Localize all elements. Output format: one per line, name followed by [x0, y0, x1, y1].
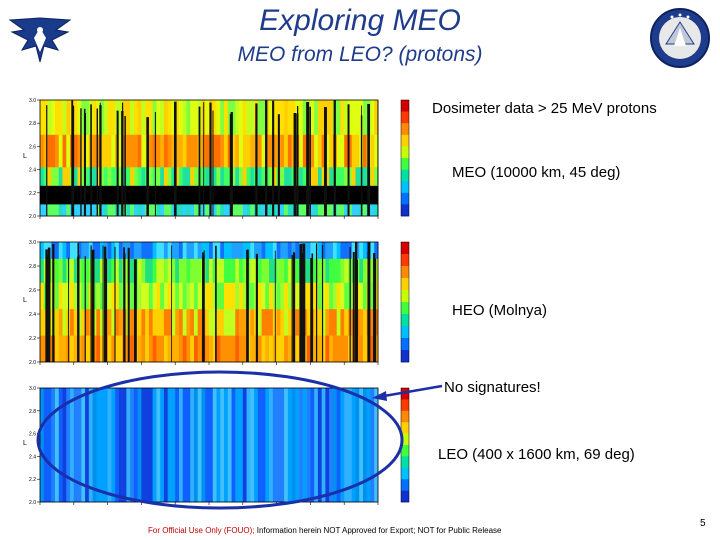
no-signatures-label: No signatures!: [444, 379, 541, 396]
svg-text:3.0: 3.0: [29, 240, 36, 246]
svg-text:2.2: 2.2: [29, 191, 36, 197]
heo-dosimeter-plot: 3.0 2.8 2.6 2.4 2.2 2.0 L: [18, 238, 425, 374]
afrl-emblem-logo: [646, 6, 714, 70]
leo-dosimeter-plot: 3.0 2.8 2.6 2.4 2.2 2.0 L: [18, 384, 425, 514]
svg-text:2.2: 2.2: [29, 477, 36, 483]
svg-text:2.8: 2.8: [29, 409, 36, 415]
page-number: 5: [700, 518, 706, 529]
y-axis-label: L: [23, 297, 27, 304]
svg-text:3.0: 3.0: [29, 98, 36, 104]
svg-text:2.6: 2.6: [29, 288, 36, 294]
slide-title: Exploring MEO: [259, 4, 461, 37]
svg-text:2.0: 2.0: [29, 500, 36, 506]
svg-text:2.6: 2.6: [29, 432, 36, 438]
footer-release: Information herein NOT Approved for Expo…: [254, 526, 502, 535]
y-axis-label: L: [23, 153, 27, 160]
svg-text:2.4: 2.4: [29, 454, 36, 460]
svg-text:2.0: 2.0: [29, 360, 36, 366]
svg-text:2.0: 2.0: [29, 214, 36, 220]
meo-label: MEO (10000 km, 45 deg): [452, 164, 621, 181]
leo-label: LEO (400 x 1600 km, 69 deg): [438, 446, 635, 463]
svg-text:2.8: 2.8: [29, 264, 36, 270]
svg-text:3.0: 3.0: [29, 386, 36, 392]
meo-dosimeter-plot: 3.0 2.8 2.6 2.4 2.2 2.0 L: [18, 96, 425, 228]
slide-subtitle: MEO from LEO? (protons): [237, 43, 483, 66]
arrow-icon: [372, 384, 443, 401]
svg-text:2.6: 2.6: [29, 144, 36, 150]
dosimeter-label: Dosimeter data > 25 MeV protons: [432, 100, 657, 117]
svg-text:2.4: 2.4: [29, 312, 36, 318]
air-force-wings-logo: [4, 8, 76, 68]
y-axis-label: L: [23, 440, 27, 447]
svg-text:2.2: 2.2: [29, 336, 36, 342]
footer-fouo: For Official Use Only (FOUO);: [148, 526, 255, 535]
svg-text:2.4: 2.4: [29, 168, 36, 174]
svg-text:2.8: 2.8: [29, 121, 36, 127]
heo-label: HEO (Molnya): [452, 302, 548, 319]
footer-notice: For Official Use Only (FOUO); Informatio…: [148, 526, 501, 535]
